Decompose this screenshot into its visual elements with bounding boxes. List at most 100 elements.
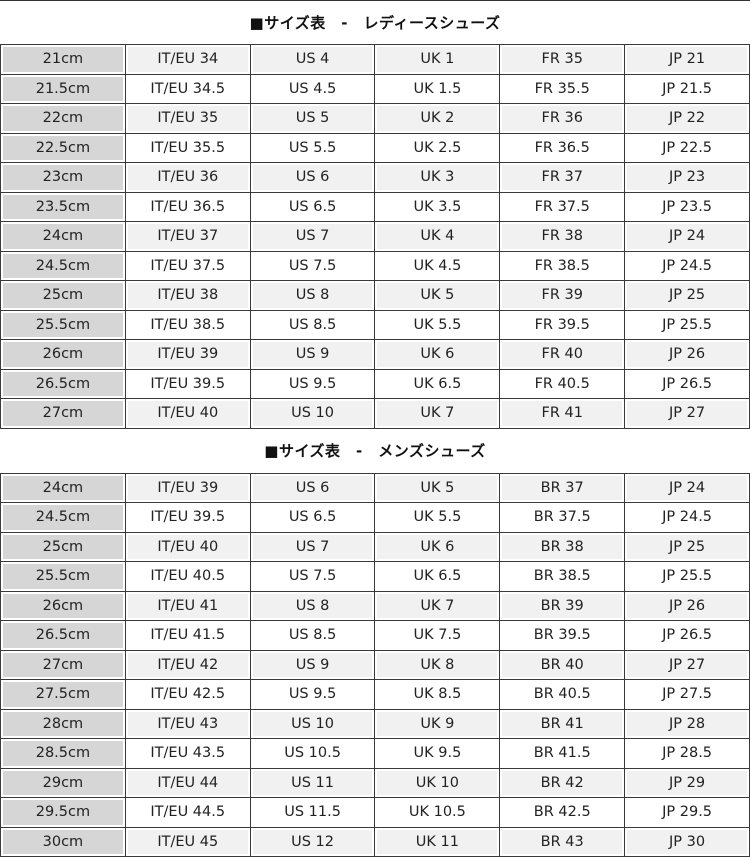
size-cell: FR 36.5: [500, 133, 625, 163]
size-cell: IT/EU 34: [125, 45, 250, 75]
size-cell: US 6.5: [250, 192, 375, 222]
size-cell: JP 23.5: [625, 192, 750, 222]
size-cell: UK 11: [375, 827, 500, 857]
size-cell: UK 7: [375, 399, 500, 429]
size-cell: IT/EU 39.5: [125, 369, 250, 399]
size-cell: JP 25.5: [625, 562, 750, 592]
size-cell: IT/EU 34.5: [125, 74, 250, 104]
size-cell: UK 3.5: [375, 192, 500, 222]
size-cell: IT/EU 40: [125, 399, 250, 429]
size-cell: JP 28.5: [625, 739, 750, 769]
size-cell: IT/EU 40: [125, 532, 250, 562]
size-cell: BR 38: [500, 532, 625, 562]
size-cell: UK 8.5: [375, 680, 500, 710]
size-cell: US 7: [250, 532, 375, 562]
size-cell: JP 27.5: [625, 680, 750, 710]
size-cell: IT/EU 36: [125, 163, 250, 193]
size-cell: IT/EU 43: [125, 709, 250, 739]
size-cell: US 12: [250, 827, 375, 857]
size-cell: FR 38: [500, 222, 625, 252]
size-cell: US 9.5: [250, 369, 375, 399]
size-cell: IT/EU 39.5: [125, 503, 250, 533]
size-cell: UK 9.5: [375, 739, 500, 769]
size-cm-cell: 23.5cm: [1, 192, 126, 222]
size-cell: FR 37.5: [500, 192, 625, 222]
size-cell: US 10.5: [250, 739, 375, 769]
size-cell: IT/EU 40.5: [125, 562, 250, 592]
size-cm-cell: 25cm: [1, 532, 126, 562]
size-cell: IT/EU 44.5: [125, 798, 250, 828]
size-cell: IT/EU 35: [125, 104, 250, 134]
size-cm-cell: 28cm: [1, 709, 126, 739]
size-cell: UK 6.5: [375, 369, 500, 399]
size-cell: US 8: [250, 281, 375, 311]
size-cell: UK 6: [375, 532, 500, 562]
size-cell: UK 2: [375, 104, 500, 134]
size-cell: JP 26: [625, 591, 750, 621]
size-cell: IT/EU 39: [125, 473, 250, 503]
size-cm-cell: 26cm: [1, 591, 126, 621]
size-cell: JP 24.5: [625, 503, 750, 533]
size-cell: JP 26.5: [625, 369, 750, 399]
size-cell: FR 40.5: [500, 369, 625, 399]
size-cell: BR 42.5: [500, 798, 625, 828]
size-cell: IT/EU 37.5: [125, 251, 250, 281]
size-cell: US 6: [250, 163, 375, 193]
size-cell: IT/EU 44: [125, 768, 250, 798]
size-cell: UK 9: [375, 709, 500, 739]
size-cell: JP 25: [625, 532, 750, 562]
size-cell: BR 37.5: [500, 503, 625, 533]
size-cell: JP 29.5: [625, 798, 750, 828]
size-cell: US 9.5: [250, 680, 375, 710]
size-cm-cell: 25cm: [1, 281, 126, 311]
size-cell: UK 5.5: [375, 503, 500, 533]
size-cell: UK 5.5: [375, 310, 500, 340]
size-cell: UK 3: [375, 163, 500, 193]
size-cell: FR 37: [500, 163, 625, 193]
size-cell: UK 7: [375, 591, 500, 621]
size-cm-cell: 24cm: [1, 222, 126, 252]
size-cell: JP 27: [625, 650, 750, 680]
size-cm-cell: 26.5cm: [1, 621, 126, 651]
size-cell: IT/EU 37: [125, 222, 250, 252]
size-cell: BR 39.5: [500, 621, 625, 651]
size-cell: IT/EU 41.5: [125, 621, 250, 651]
size-cm-cell: 28.5cm: [1, 739, 126, 769]
size-cell: IT/EU 45: [125, 827, 250, 857]
size-cell: UK 7.5: [375, 621, 500, 651]
size-cell: BR 41.5: [500, 739, 625, 769]
size-cell: UK 6: [375, 340, 500, 370]
size-cell: UK 6.5: [375, 562, 500, 592]
size-cm-cell: 29.5cm: [1, 798, 126, 828]
size-cell: UK 8: [375, 650, 500, 680]
size-cell: IT/EU 42.5: [125, 680, 250, 710]
size-cell: US 6: [250, 473, 375, 503]
size-cell: FR 40: [500, 340, 625, 370]
size-cm-cell: 24cm: [1, 473, 126, 503]
size-cell: IT/EU 43.5: [125, 739, 250, 769]
size-cell: JP 25.5: [625, 310, 750, 340]
size-cell: BR 40.5: [500, 680, 625, 710]
size-cell: FR 35.5: [500, 74, 625, 104]
size-cm-cell: 25.5cm: [1, 562, 126, 592]
size-cell: JP 28: [625, 709, 750, 739]
size-cell: JP 21.5: [625, 74, 750, 104]
size-cm-cell: 22.5cm: [1, 133, 126, 163]
